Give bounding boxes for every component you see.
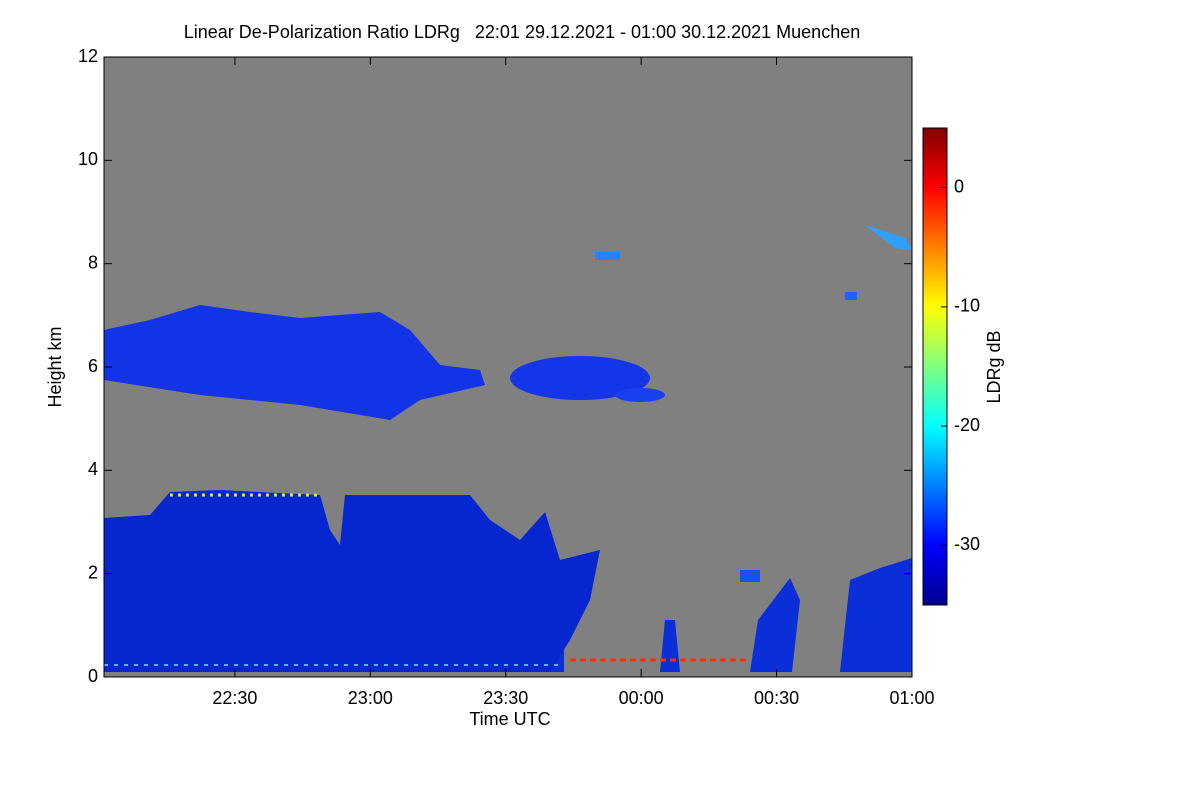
x-tick-label: 22:30 xyxy=(212,688,257,708)
y-tick-label: 8 xyxy=(88,252,98,272)
echo-region xyxy=(845,292,857,300)
echo-region xyxy=(615,388,665,402)
x-tick-label: 00:00 xyxy=(619,688,664,708)
x-tick-label: 00:30 xyxy=(754,688,799,708)
colorbar-tick-label: -10 xyxy=(954,296,980,316)
y-tick-label: 10 xyxy=(78,149,98,169)
y-axis-label: Height km xyxy=(45,326,65,407)
y-tick-label: 0 xyxy=(88,666,98,686)
colorbar-tick-label: -20 xyxy=(954,415,980,435)
echo-region xyxy=(740,570,760,582)
colorbar xyxy=(922,127,948,606)
colorbar-label: LDRg dB xyxy=(984,330,1004,403)
echo-region xyxy=(595,252,620,260)
y-tick-label: 12 xyxy=(78,46,98,66)
echo-layer xyxy=(104,225,912,672)
echo-region xyxy=(104,490,600,672)
colorbar-tick-label: 0 xyxy=(954,176,964,196)
echo-region xyxy=(104,305,485,420)
echo-region xyxy=(840,558,912,672)
echo-region xyxy=(510,356,650,400)
x-tick-label: 23:00 xyxy=(348,688,393,708)
x-axis-label: Time UTC xyxy=(469,709,550,729)
y-tick-label: 6 xyxy=(88,356,98,376)
chart-title: Linear De-Polarization Ratio LDRg 22:01 … xyxy=(184,22,860,42)
y-tick-label: 4 xyxy=(88,459,98,479)
echo-region xyxy=(865,225,912,250)
x-tick-label: 23:30 xyxy=(483,688,528,708)
echo-region xyxy=(750,578,800,672)
x-tick-label: 01:00 xyxy=(889,688,934,708)
colorbar-tick-label: -30 xyxy=(954,534,980,554)
y-tick-label: 2 xyxy=(88,562,98,582)
